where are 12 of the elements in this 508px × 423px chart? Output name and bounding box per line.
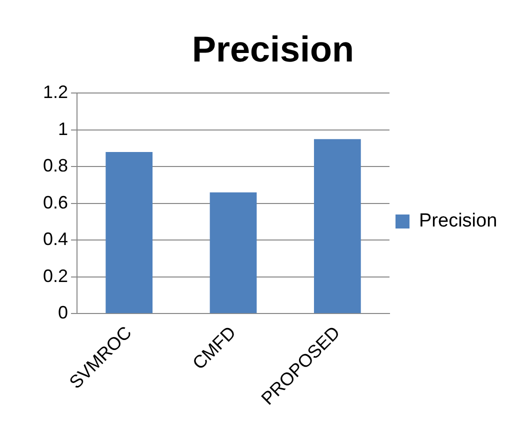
y-tick-label: 0.8 — [42, 156, 68, 176]
y-tick-label: 0.4 — [42, 229, 68, 250]
legend-label: Precision — [419, 210, 498, 232]
y-tick-label: 0.2 — [42, 266, 68, 286]
y-tick-label: 0.6 — [42, 192, 68, 212]
bar — [106, 152, 153, 314]
y-tick-label: 1.2 — [42, 82, 68, 102]
y-tick-label: 1 — [58, 118, 68, 139]
bar — [210, 192, 257, 314]
chart-title: Precision — [192, 28, 354, 70]
y-tick-label: 0 — [58, 302, 68, 323]
bar — [314, 139, 361, 314]
